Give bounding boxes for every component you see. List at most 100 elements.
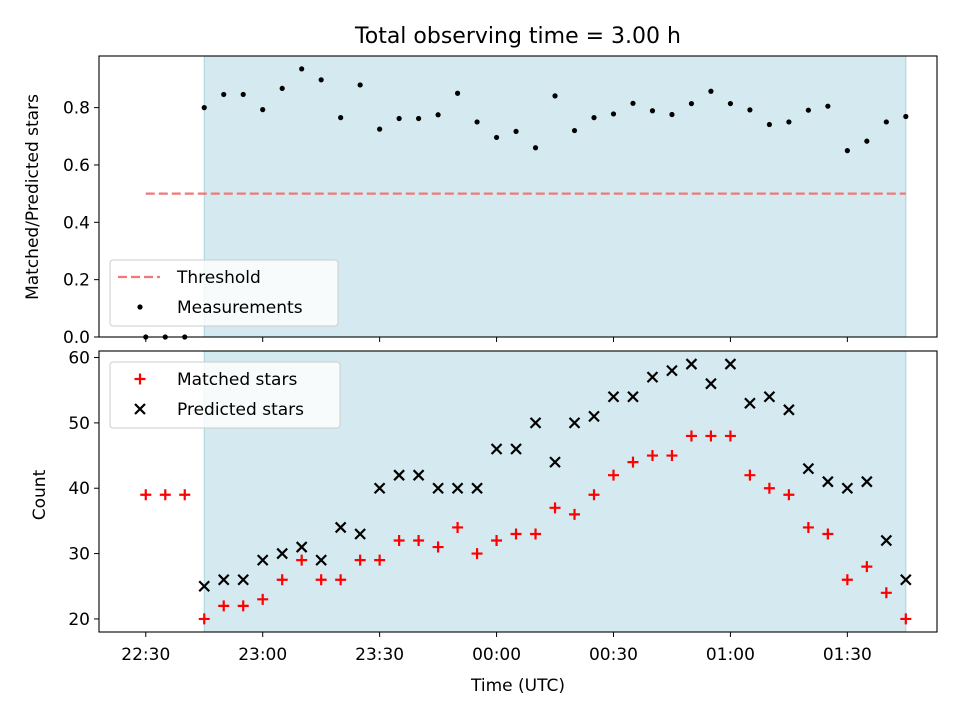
bottom-point [412,469,425,481]
bottom-xtick-label: 01:00 [706,645,755,665]
bottom-xtick-label: 00:30 [589,645,638,665]
bottom-point [802,462,815,475]
bottom-point [295,541,308,553]
bottom-point [354,528,366,540]
bottom-point [315,554,327,566]
bottom-point [783,489,795,501]
bottom-point [491,535,503,547]
bottom-point [218,600,230,612]
top-ytick-label: 0.0 [63,328,90,348]
bottom-point [705,377,717,390]
top-legend-label: Threshold [176,268,261,288]
bottom-point [510,443,522,455]
top-point [299,66,305,72]
top-point [688,100,695,107]
bottom-legend-label: Matched stars [177,370,297,390]
top-point [844,148,850,154]
bottom-point [354,554,366,566]
top-point [708,88,714,94]
bottom-point [724,358,737,370]
bottom-point [471,482,483,495]
top-axes-frame [98,55,938,338]
bottom-point [373,482,386,495]
bottom-point [159,489,171,501]
bottom-point [588,410,600,423]
bottom-point [900,613,912,625]
bottom-point [451,482,464,495]
bottom-y-axis-label: Count [30,469,50,520]
top-ytick-label: 0.6 [63,156,90,176]
top-point [338,115,344,121]
bottom-point [471,548,483,560]
bottom-series-1 [198,358,912,593]
bottom-point [335,574,347,586]
bottom-point [685,430,697,442]
top-point [201,105,207,111]
bottom-point [393,535,405,547]
bottom-point [763,390,776,403]
top-ytick-label: 0.2 [63,271,90,291]
bottom-xtick-label: 22:30 [121,645,170,665]
bottom-point [822,528,834,540]
bottom-xtick-label: 23:00 [238,645,287,665]
top-point [454,90,461,96]
top-point [805,107,811,113]
top-legend-marker [137,304,143,310]
bottom-point [179,489,191,501]
top-point [571,127,578,134]
bottom-point [822,475,834,488]
top-legend: Threshold Measurements [109,259,339,327]
bottom-point [140,489,152,501]
bottom-legend-label: Predicted stars [177,400,304,420]
top-point [727,100,734,107]
bottom-point [841,574,853,586]
bottom-point [549,456,561,468]
top-point [416,115,422,122]
bottom-point [588,489,600,501]
top-point [318,77,324,83]
bottom-point [763,482,775,494]
bottom-point [549,502,561,514]
top-point [591,115,597,121]
bottom-point [530,528,542,540]
bottom-point [802,521,814,533]
bottom-point [374,554,386,566]
bottom-point [646,371,659,383]
bottom-point [413,535,425,547]
bottom-point [783,404,795,416]
top-point [610,111,617,117]
bottom-legend-box [109,361,341,429]
top-panel: 0.0 0.2 0.4 0.6 0.8 Threshold Measurements [63,55,938,348]
top-point [279,85,285,92]
bottom-legend-marker [134,373,146,385]
bottom-point [529,417,542,429]
bottom-ytick-label: 20 [68,610,90,630]
top-point [786,119,792,125]
top-legend-label: Measurements [177,298,303,318]
bottom-legend-marker [134,403,146,415]
top-point [493,134,500,141]
top-point [396,115,402,122]
bottom-point [276,547,288,560]
bottom-point [276,574,288,586]
bottom-point [198,613,210,625]
top-point [357,82,363,88]
bottom-point [880,587,892,599]
top-point [766,121,773,128]
chart-title: Total observing time = 3.00 h [354,24,681,49]
bottom-ytick-label: 40 [68,479,90,499]
bottom-point [607,469,619,481]
bottom-point [666,450,678,462]
bottom-point [627,390,639,403]
bottom-axes-frame [98,350,938,633]
top-point [221,91,227,98]
top-point [649,108,656,114]
top-point [903,113,909,120]
bottom-point [607,390,620,403]
bottom-point [315,574,327,586]
bottom-point [666,364,678,377]
bottom-point [569,508,581,520]
bottom-point [217,573,230,586]
bottom-point [432,541,444,553]
